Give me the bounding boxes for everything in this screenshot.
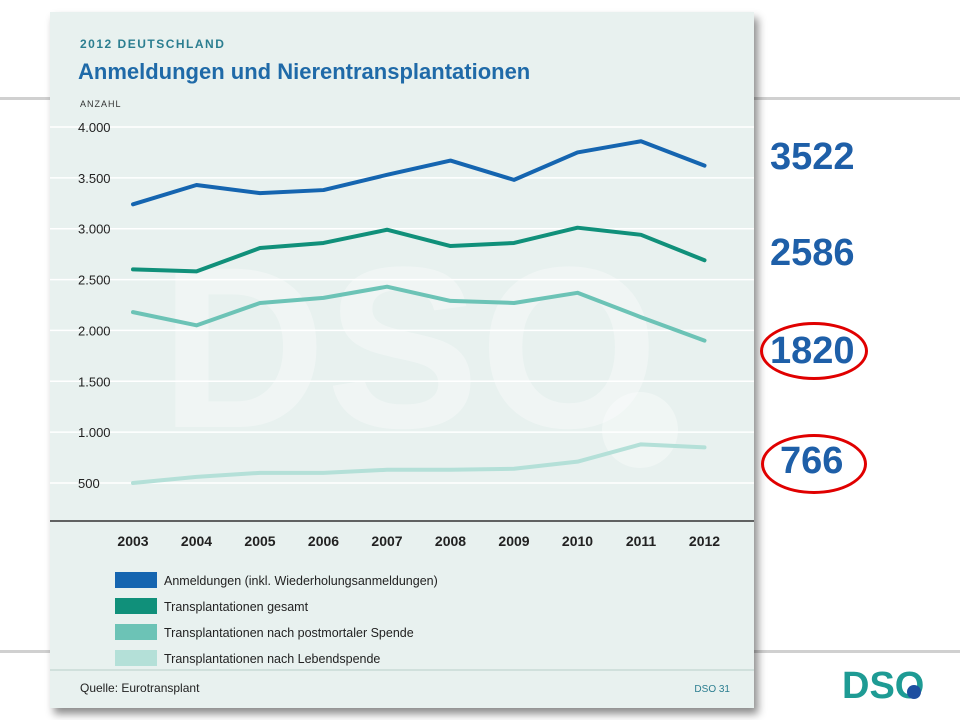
chart-panel: DSO 2012 DEUTSCHLAND Anmeldungen und Nie…	[50, 12, 754, 708]
x-tick-label: 2008	[435, 533, 466, 549]
logo-dot	[907, 685, 921, 699]
legend-label: Anmeldungen (inkl. Wiederholungsanmeldun…	[164, 574, 438, 588]
y-tick-label: 2.500	[78, 273, 111, 288]
x-tick-label: 2004	[181, 533, 212, 549]
series-lines	[131, 139, 707, 485]
x-tick-label: 2010	[562, 533, 593, 549]
x-tick-label: 2012	[689, 533, 720, 549]
y-tick-label: 2.000	[78, 323, 111, 338]
y-tick-label: 1.500	[78, 374, 111, 389]
watermark-dot	[602, 392, 678, 468]
highlight-ellipse-766	[761, 434, 867, 494]
x-tick-label: 2003	[117, 533, 148, 549]
y-tick-label: 500	[78, 476, 100, 491]
legend-swatch	[115, 624, 157, 640]
x-tick-label: 2009	[498, 533, 529, 549]
x-ticks: 2003 2004 2005 2006 2007 2008 2009 2010 2011 2012	[117, 533, 720, 549]
legend: Anmeldungen (inkl. Wiederholungsanmeldun…	[115, 572, 438, 666]
x-tick-label: 2011	[626, 533, 657, 549]
callout-transplantationen-gesamt: 2586	[770, 232, 855, 274]
legend-label: Transplantationen gesamt	[164, 600, 309, 614]
chart-title: Anmeldungen und Nierentransplantationen	[78, 59, 530, 84]
highlight-ellipse-1820	[760, 322, 868, 380]
y-tick-label: 3.000	[78, 222, 111, 237]
grid	[50, 126, 754, 484]
y-ticks: 4.000 3.500 3.000 2.500 2.000 1.500 1.000 500	[78, 120, 111, 491]
y-tick-label: 4.000	[78, 120, 111, 135]
legend-swatch	[115, 572, 157, 588]
x-tick-label: 2006	[308, 533, 339, 549]
figure-ref: DSO 31	[694, 684, 730, 695]
line-chart: DSO 2012 DEUTSCHLAND Anmeldungen und Nie…	[50, 37, 754, 695]
dso-logo: DSO	[842, 665, 924, 704]
legend-label: Transplantationen nach postmortaler Spen…	[164, 626, 414, 640]
series-line-1	[131, 139, 707, 207]
chart-supertitle: 2012 DEUTSCHLAND	[80, 37, 225, 51]
y-axis-label: ANZAHL	[80, 99, 122, 109]
series-line-4	[131, 442, 707, 485]
y-tick-label: 3.500	[78, 171, 111, 186]
legend-label: Transplantationen nach Lebendspende	[164, 652, 380, 666]
x-tick-label: 2005	[244, 533, 275, 549]
x-tick-label: 2007	[371, 533, 402, 549]
callout-anmeldungen: 3522	[770, 136, 855, 178]
legend-swatch	[115, 650, 157, 666]
legend-swatch	[115, 598, 157, 614]
source-note: Quelle: Eurotransplant	[80, 681, 200, 695]
watermark: DSO	[160, 219, 658, 476]
series-line-2	[131, 225, 707, 274]
y-tick-label: 1.000	[78, 425, 111, 440]
series-line-3	[131, 284, 707, 343]
